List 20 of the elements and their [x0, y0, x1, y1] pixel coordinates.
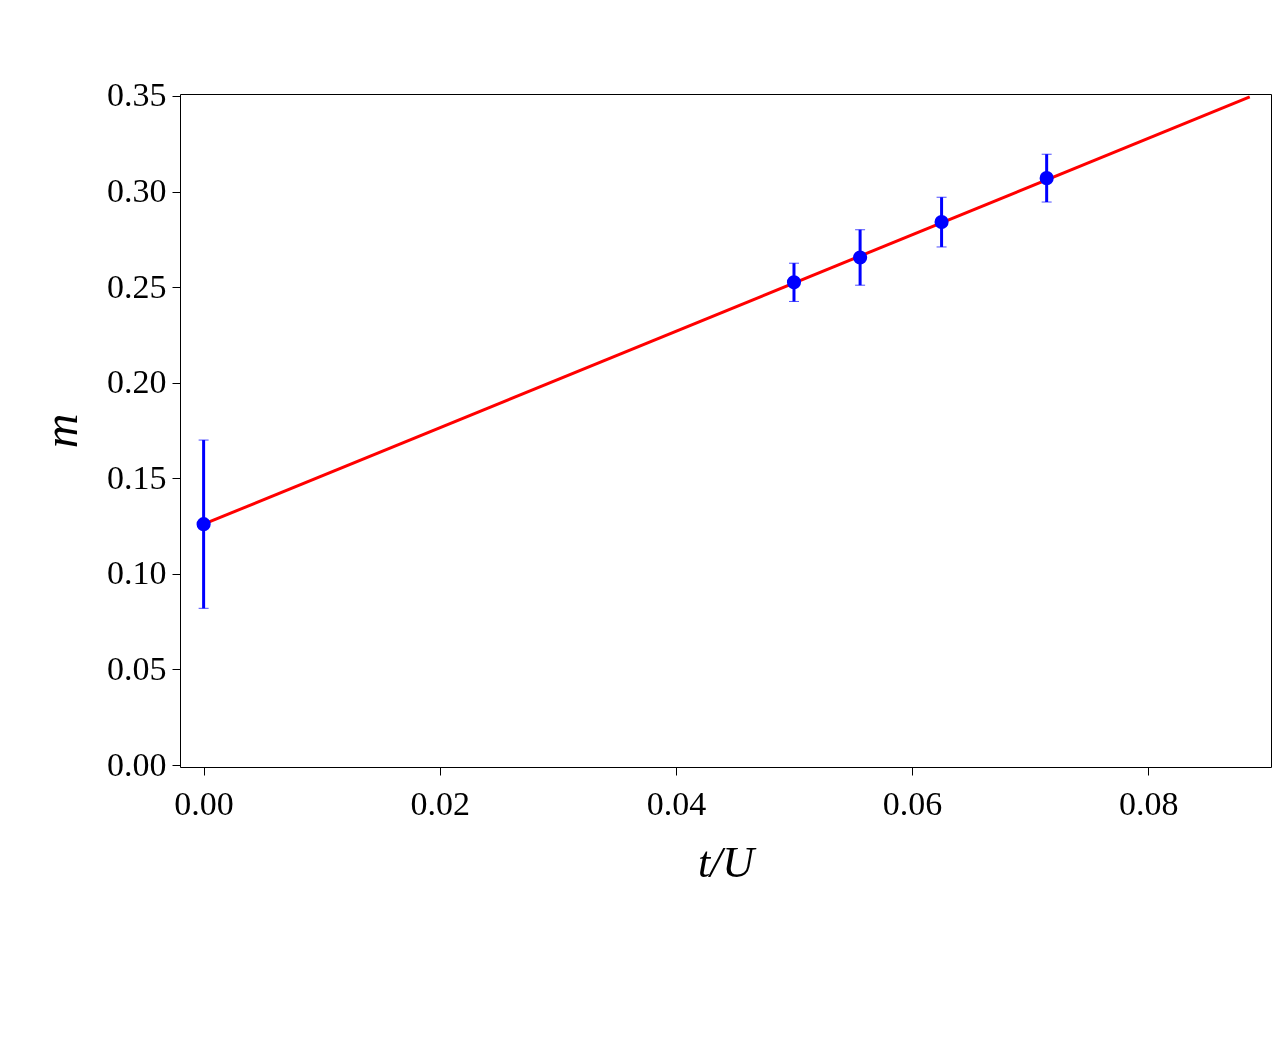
point	[853, 250, 868, 265]
y-tick-label: 0.20	[107, 363, 167, 401]
point	[196, 517, 211, 532]
y-tick-label: 0.10	[107, 554, 167, 592]
y-tick-label: 0.25	[107, 267, 167, 305]
x-axis-title: t/U	[697, 837, 758, 887]
point	[786, 275, 802, 290]
y-axis-title: m	[34, 413, 87, 449]
x-tick-label: 0.08	[1118, 784, 1179, 822]
x-tick-label: 0.06	[882, 784, 943, 822]
y-tick-label: 0.05	[107, 649, 167, 687]
x-tick-label: 0.02	[410, 784, 471, 822]
y-tick-label: 0.30	[107, 172, 167, 210]
point	[1039, 171, 1054, 186]
point	[934, 215, 949, 230]
x-tick-label: 0.04	[646, 784, 707, 822]
y-tick-label: 0.35	[107, 76, 167, 114]
y-tick-label: 0.15	[107, 458, 167, 496]
y-tick-label: 0.00	[107, 745, 167, 783]
x-tick-label: 0.00	[174, 784, 234, 822]
